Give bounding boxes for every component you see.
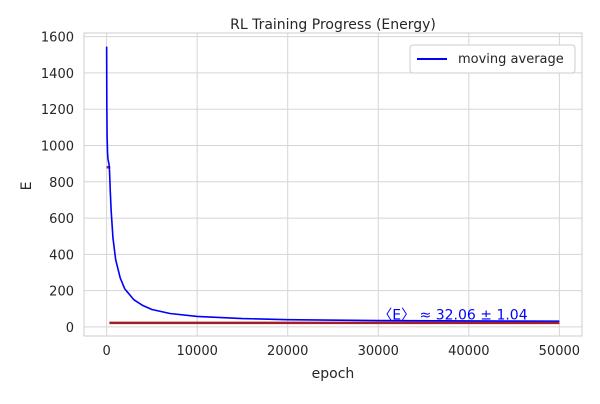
x-tick-labels: 0 10000 20000 30000 40000 50000 bbox=[102, 344, 580, 359]
y-tick-label: 1000 bbox=[41, 139, 74, 154]
y-tick-label: 0 bbox=[66, 321, 74, 336]
chart-title: RL Training Progress (Energy) bbox=[230, 17, 436, 33]
x-tick-label: 10000 bbox=[177, 344, 218, 359]
y-tick-label: 1600 bbox=[41, 31, 74, 46]
mean-energy-annotation: 〈E〉 ≈ 32.06 ± 1.04 bbox=[378, 308, 527, 324]
y-axis-label: E bbox=[19, 182, 35, 191]
y-tick-labels: 0 200 400 600 800 1000 1200 1400 1600 bbox=[41, 31, 74, 336]
x-axis-label: epoch bbox=[312, 366, 355, 382]
x-tick-label: 20000 bbox=[267, 344, 308, 359]
y-tick-label: 1200 bbox=[41, 103, 74, 118]
series-group bbox=[105, 46, 560, 322]
series-line bbox=[105, 46, 560, 322]
legend: moving average bbox=[409, 44, 576, 74]
plot-area bbox=[83, 32, 583, 337]
legend-label: moving average bbox=[458, 52, 564, 67]
y-tick-label: 400 bbox=[49, 248, 74, 263]
y-tick-label: 600 bbox=[49, 212, 74, 227]
y-tick-label: 200 bbox=[49, 285, 74, 300]
x-tick-label: 0 bbox=[102, 344, 110, 359]
x-tick-label: 50000 bbox=[539, 344, 580, 359]
x-tick-label: 40000 bbox=[448, 344, 489, 359]
x-tick-label: 30000 bbox=[358, 344, 399, 359]
y-tick-label: 800 bbox=[49, 176, 74, 191]
grid bbox=[84, 33, 582, 336]
y-tick-label: 1400 bbox=[41, 67, 74, 82]
legend-box bbox=[409, 44, 576, 74]
